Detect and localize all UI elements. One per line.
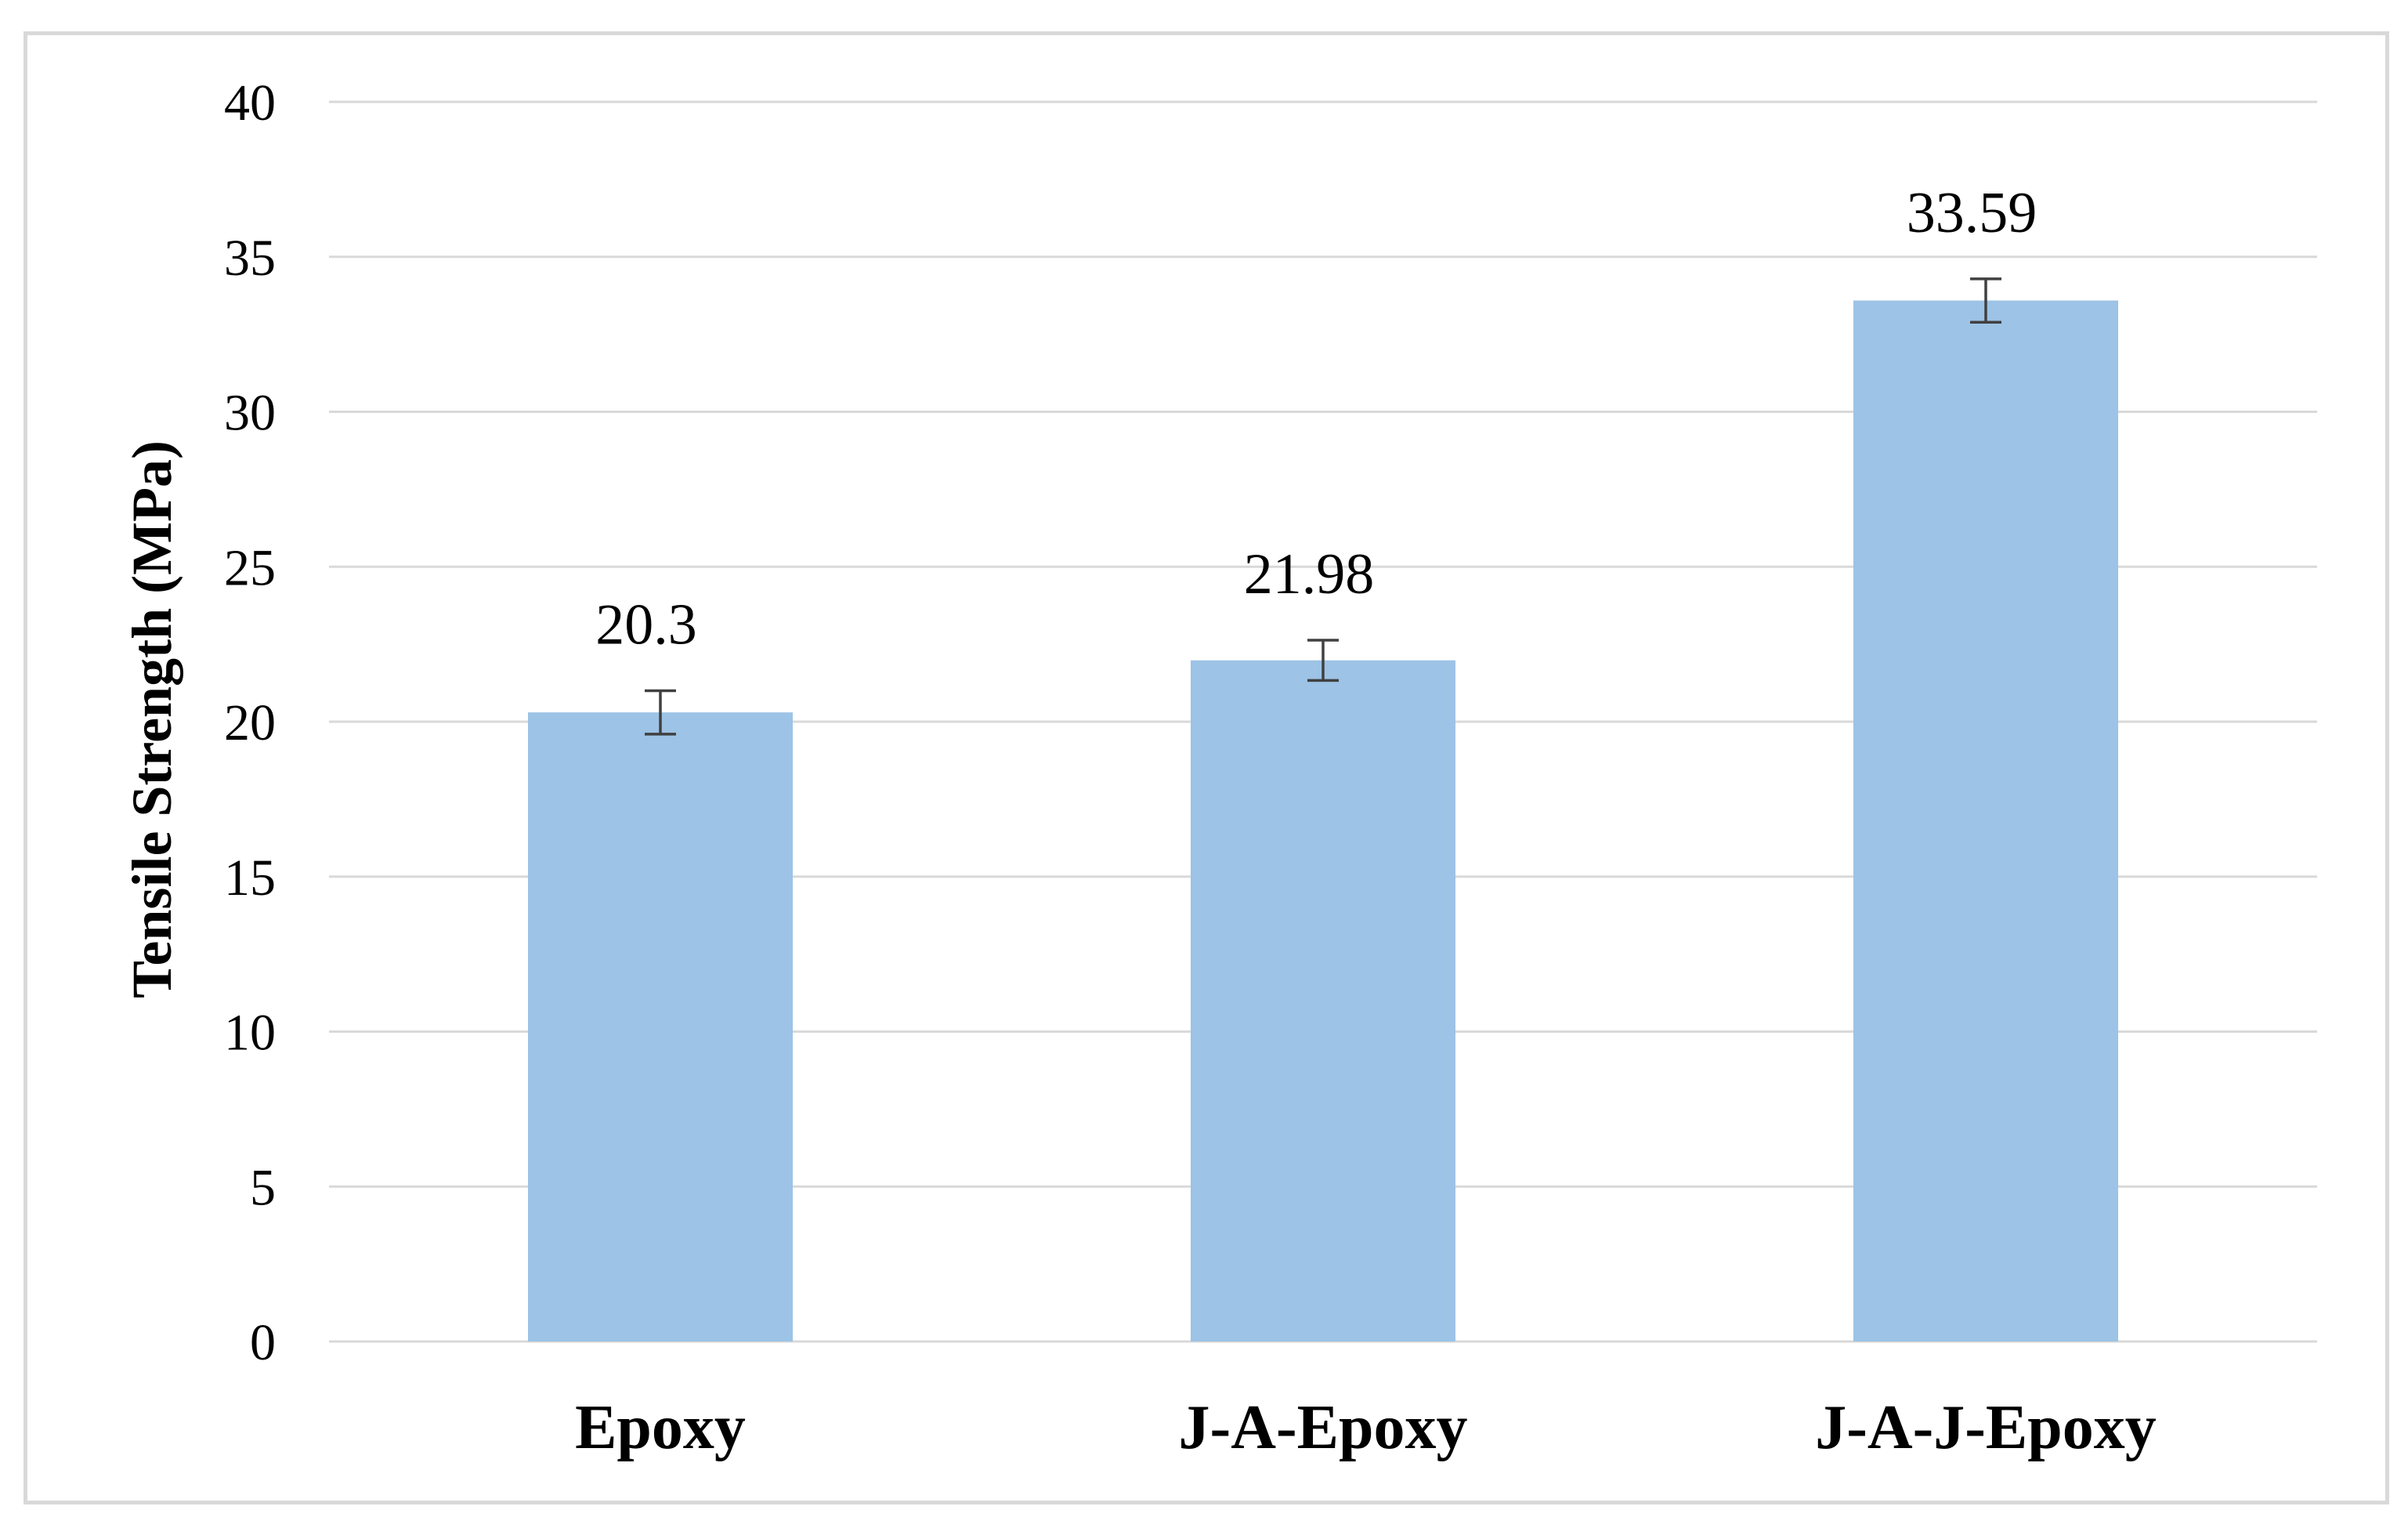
bar [1853,300,2118,1342]
bar [528,712,793,1342]
y-tick-label: 20 [224,694,276,751]
error-bar [1307,639,1339,683]
data-labels: 20.3 21.98 33.59 [595,181,2037,657]
y-tick-label: 35 [224,230,276,287]
x-category-label: Epoxy [575,1393,746,1462]
x-category-label: J-A-J-Epoxy [1815,1393,2157,1462]
y-tick-label: 5 [250,1159,276,1216]
error-bar [645,689,676,736]
y-tick-label: 0 [250,1314,276,1371]
x-category-label: J-A-Epoxy [1179,1393,1468,1462]
y-tick-label: 25 [224,539,276,596]
data-label: 21.98 [1244,542,1375,606]
error-bars [645,277,2001,736]
y-axis-ticks: 0 5 10 15 20 25 30 35 40 [224,74,276,1371]
y-tick-label: 40 [224,74,276,132]
data-label: 33.59 [1907,181,2037,245]
x-axis-categories: Epoxy J-A-Epoxy J-A-J-Epoxy [575,1393,2157,1462]
y-tick-label: 30 [224,385,276,442]
data-label: 20.3 [595,592,697,657]
y-axis-title: Tensile Strength (MPa) [121,440,183,998]
error-bar [1970,277,2001,324]
y-tick-label: 15 [224,849,276,907]
bars [528,300,2118,1342]
y-tick-label: 10 [224,1005,276,1062]
bar [1191,660,1455,1342]
